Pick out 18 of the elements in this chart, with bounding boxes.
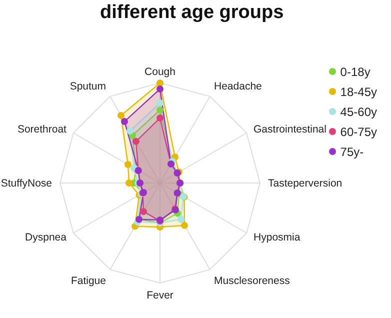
legend-label: 45-60y [340,105,377,119]
spoke-label: Headache [214,80,262,92]
spoke-label: Dyspnea [25,232,67,244]
spoke-label: StuffyNose [0,178,52,190]
spoke-label: Gastrointestinal [254,124,326,136]
spoke-label: Fatigue [70,274,106,287]
legend-label: 75y- [340,145,364,159]
spoke-label: Tasteperversion [268,178,342,190]
chart-title: different age groups [100,2,284,24]
spoke-label: Sorethroat [17,124,67,136]
spoke-label: Fever [146,289,174,302]
legend-label: 0-18y [340,65,370,79]
spoke-label: Sputum [70,80,106,92]
spoke-label: Cough [144,66,176,78]
spoke-label: Hyposmia [254,232,300,244]
legend-label: 18-45y [340,85,377,99]
legend-label: 60-75y [340,125,377,139]
spoke-label: Musclesoreness [214,274,290,287]
